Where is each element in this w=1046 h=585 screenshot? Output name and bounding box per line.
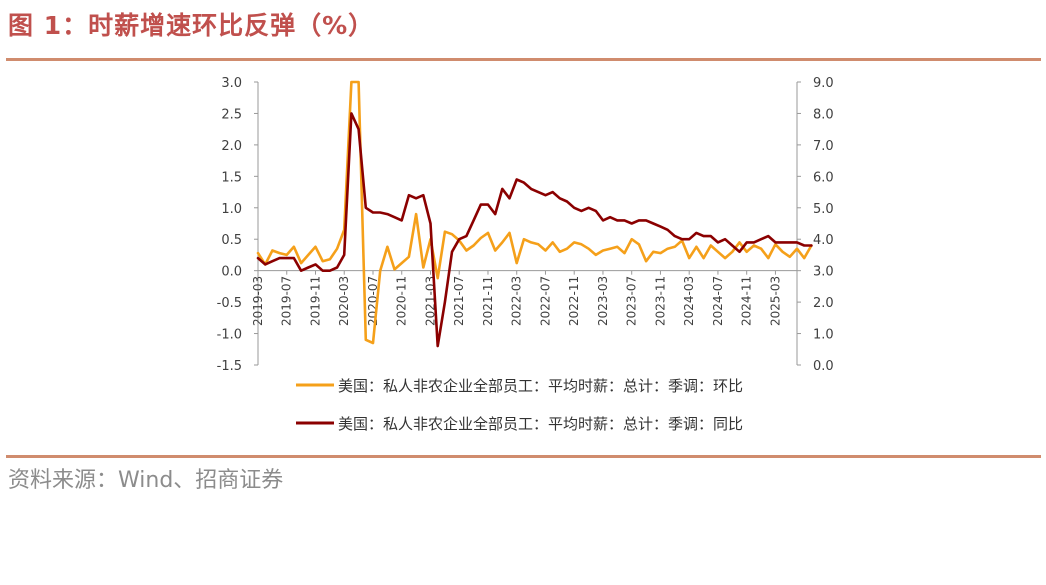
right-axis-tick-label: 0.0	[813, 359, 834, 374]
source-note: 资料来源：Wind、招商证券	[8, 468, 284, 493]
left-axis-tick-label: -1.5	[217, 359, 242, 374]
left-axis-tick-label: 1.0	[221, 202, 242, 217]
x-axis-tick-label: 2023-03	[596, 276, 610, 326]
bottom-divider	[6, 455, 1041, 458]
x-axis-tick-label: 2020-03	[337, 276, 351, 326]
series-line-mom	[256, 80, 813, 345]
x-axis-tick-label: 2021-11	[481, 276, 495, 326]
right-axis-tick-label: 7.0	[813, 139, 834, 154]
x-axis-tick-label: 2022-07	[538, 276, 552, 326]
x-axis-tick-label: 2021-07	[452, 276, 466, 326]
right-axis-tick-label: 2.0	[813, 296, 834, 311]
left-axis-tick-label: 2.5	[221, 107, 242, 122]
left-axis-tick-label: 0.0	[221, 265, 242, 280]
left-axis-tick-label: 3.0	[221, 76, 242, 91]
left-axis-tick-label: 0.5	[221, 233, 242, 248]
right-axis-tick-label: 4.0	[813, 233, 834, 248]
chart-series	[256, 80, 813, 348]
x-axis-tick-label: 2022-11	[567, 276, 581, 326]
chart-axes: 3.0 2.5 2.0 1.5 1.0 0.5 0.0 -0.5 -1.0 -1.5 9.0 8.0 7…	[217, 76, 834, 374]
x-axis-tick-label: 2025-03	[768, 276, 782, 326]
series-line-yoy	[256, 112, 813, 348]
chart-legend: 美国：私人非农企业全部员工：平均时薪：总计：季调：环比美国：私人非农企业全部员工…	[296, 377, 743, 433]
x-axis-tick-label: 2022-03	[510, 276, 524, 326]
top-divider	[6, 58, 1041, 61]
right-axis-tick-label: 5.0	[813, 202, 834, 217]
right-axis-tick-label: 3.0	[813, 265, 834, 280]
x-axis-tick-label: 2019-03	[251, 276, 265, 326]
x-axis-tick-label: 2019-07	[280, 276, 294, 326]
right-axis-tick-label: 1.0	[813, 328, 834, 343]
x-axis-tick-label: 2019-11	[308, 276, 322, 326]
left-axis-tick-label: 1.5	[221, 170, 242, 185]
x-axis-tick-label: 2024-07	[711, 276, 725, 326]
left-axis-tick-label: -0.5	[217, 296, 242, 311]
legend-label: 美国：私人非农企业全部员工：平均时薪：总计：季调：环比	[338, 377, 743, 395]
x-axis-tick-label: 2024-11	[740, 276, 754, 326]
right-axis-tick-label: 8.0	[813, 107, 834, 122]
figure-title: 图 1：时薪增速环比反弹（%）	[8, 11, 375, 40]
legend-label: 美国：私人非农企业全部员工：平均时薪：总计：季调：同比	[338, 415, 743, 433]
x-axis-tick-label: 2020-11	[395, 276, 409, 326]
left-axis-tick-label: -1.0	[217, 328, 242, 343]
x-axis-tick-label: 2023-07	[625, 276, 639, 326]
right-axis-tick-label: 9.0	[813, 76, 834, 91]
right-axis-tick-label: 6.0	[813, 170, 834, 185]
left-axis-tick-label: 2.0	[221, 139, 242, 154]
x-axis-tick-label: 2023-11	[653, 276, 667, 326]
x-axis-tick-label: 2024-03	[682, 276, 696, 326]
